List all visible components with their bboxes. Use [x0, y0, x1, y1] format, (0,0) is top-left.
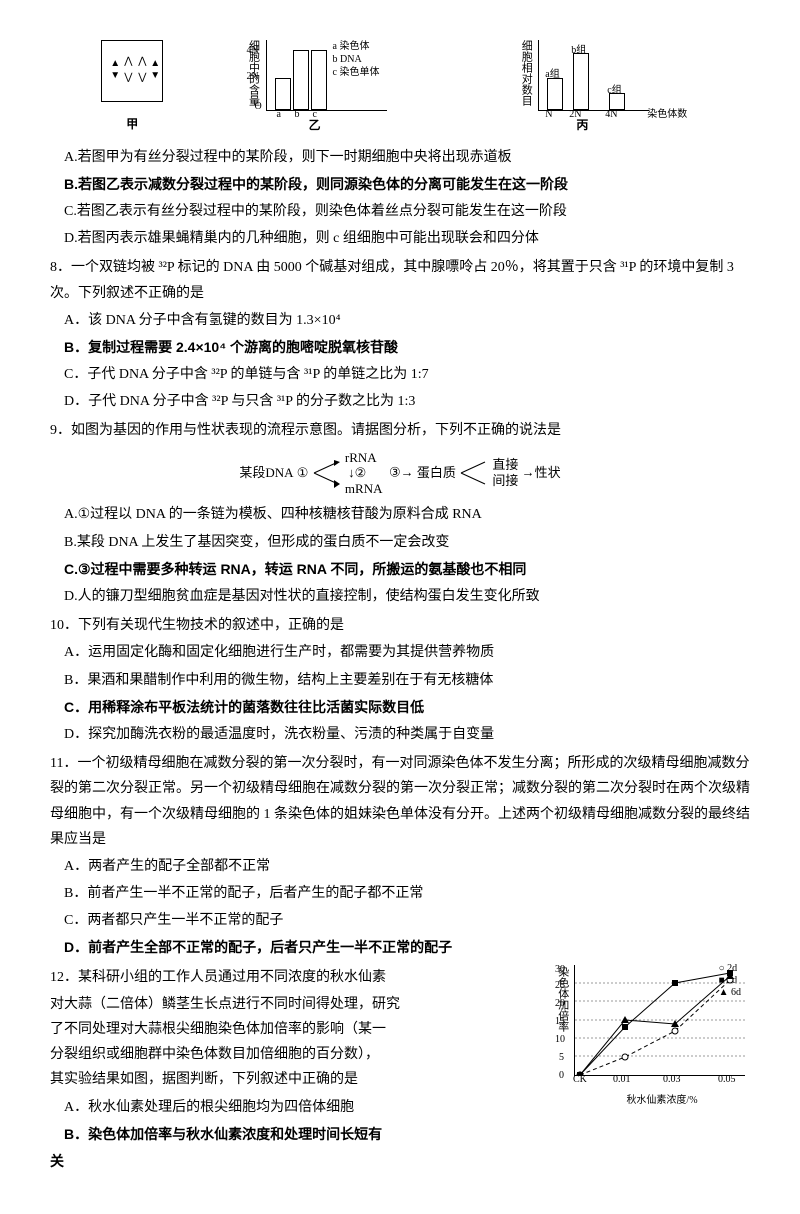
q9-opt-a: A.①过程以 DNA 的一条链为模板、四种核糖核苷酸为原料合成 RNA — [50, 502, 750, 527]
q11-opt-c: C．两者都只产生一半不正常的配子 — [50, 908, 750, 933]
yi-legend-a: a 染色体 — [333, 40, 380, 53]
q10-opt-d: D．探究加酶洗衣粉的最适温度时，洗衣粉量、污渍的种类属于自变量 — [50, 722, 750, 747]
q11-opt-d: D．前者产生全部不正常的配子，后者只产生一半不正常的配子 — [50, 935, 750, 960]
q10-opt-c: C．用稀释涂布平板法统计的菌落数往往比活菌实际数目低 — [50, 695, 750, 720]
q12-block: ○ 2d ■ 4d ▲ 6d 0 5 10 15 — [50, 965, 750, 1147]
diagram-bing: 细胞相对数目 a组 b组 c组 N 2N 4N 染色体数 丙 — [466, 40, 699, 137]
jia-caption: 甲 — [101, 114, 163, 136]
q8-opt-b: B．复制过程需要 2.4×10⁴ 个游离的胞嘧啶脱氧核苷酸 — [50, 335, 750, 360]
q7-opt-a: A.若图甲为有丝分裂过程中的某阶段，则下一时期细胞中央将出现赤道板 — [50, 145, 750, 170]
diagram-jia: ▲ ▼ ⋀ ⋁ ⋀ ⋁ ▲ ▼ 甲 — [101, 40, 163, 137]
bing-yaxis: 细胞相对数目 — [515, 40, 535, 106]
q9-opt-c: C.③过程中需要多种转运 RNA，转运 RNA 不同，所搬运的氨基酸也不相同 — [50, 557, 750, 582]
yi-tick-o: O — [255, 98, 262, 116]
q10-stem: 10．下列有关现代生物技术的叙述中，正确的是 — [50, 613, 750, 638]
q9-flow: 某段DNA ① rRNA ↓② mRNA ③→ 蛋白质 直接 间接 →性状 — [50, 450, 750, 497]
q11-opt-b: B．前者产生一半不正常的配子，后者产生的配子都不正常 — [50, 881, 750, 906]
q12-opt-b-cont: 关 — [50, 1149, 750, 1174]
q7-opt-d: D.若图丙表示雄果蝇精巢内的几种细胞，则 c 组细胞中可能出现联会和四分体 — [50, 226, 750, 251]
q8-opt-a: A．该 DNA 分子中含有氢键的数目为 1.3×10⁴ — [50, 308, 750, 333]
q9-stem: 9．如图为基因的作用与性状表现的流程示意图。请据图分析，下列不正确的说法是 — [50, 418, 750, 443]
yi-tick-4n: 4N — [247, 42, 259, 60]
q8-stem: 8．一个双链均被 ³²P 标记的 DNA 由 5000 个碱基对组成，其中腺嘌呤… — [50, 255, 750, 305]
q10-opt-a: A．运用固定化酶和固定化细胞进行生产时，都需要为其提供营养物质 — [50, 640, 750, 665]
q10-opt-b: B．果酒和果醋制作中利用的微生物，结构上主要差别在于有无核糖体 — [50, 668, 750, 693]
q8-opt-d: D．子代 DNA 分子中含 ³²P 与只含 ³¹P 的分子数之比为 1:3 — [50, 389, 750, 414]
q12-ylabel: 染色体加倍率 — [552, 966, 572, 1032]
diagram-yi: 细胞中的含量 4N 2N O a b c a 染色体 b DNA c 染色单体 … — [193, 40, 436, 137]
q9-opt-d: D.人的镰刀型细胞贫血症是基因对性状的直接控制，使结构蛋白发生变化所致 — [50, 584, 750, 609]
q11-opt-a: A．两者产生的配子全部都不正常 — [50, 854, 750, 879]
q7-opt-b: B.若图乙表示减数分裂过程中的某阶段，则同源染色体的分离可能发生在这一阶段 — [50, 172, 750, 197]
q12-chart: ○ 2d ■ 4d ▲ 6d 0 5 10 15 — [550, 965, 750, 1115]
q8-opt-c: C．子代 DNA 分子中含 ³²P 的单链与含 ³¹P 的单链之比为 1:7 — [50, 362, 750, 387]
figure-row: ▲ ▼ ⋀ ⋁ ⋀ ⋁ ▲ ▼ 甲 细胞中的含量 4N 2N O a b c a… — [50, 40, 750, 137]
q11-stem: 11．一个初级精母细胞在减数分裂的第一次分裂时，有一对同源染色体不发生分离；所形… — [50, 751, 750, 852]
q12-opt-b: B．染色体加倍率与秋水仙素浓度和处理时间长短有 — [50, 1122, 750, 1147]
yi-legend-b: b DNA — [333, 53, 380, 66]
q12-xlabel: 秋水仙素浓度/% — [574, 1092, 750, 1110]
q7-opt-c: C.若图乙表示有丝分裂过程中的某阶段，则染色体着丝点分裂可能发生在这一阶段 — [50, 199, 750, 224]
yi-legend-c: c 染色单体 — [333, 66, 380, 79]
q9-opt-b: B.某段 DNA 上发生了基因突变，但形成的蛋白质不一定会改变 — [50, 530, 750, 555]
yi-tick-2n: 2N — [247, 68, 259, 86]
